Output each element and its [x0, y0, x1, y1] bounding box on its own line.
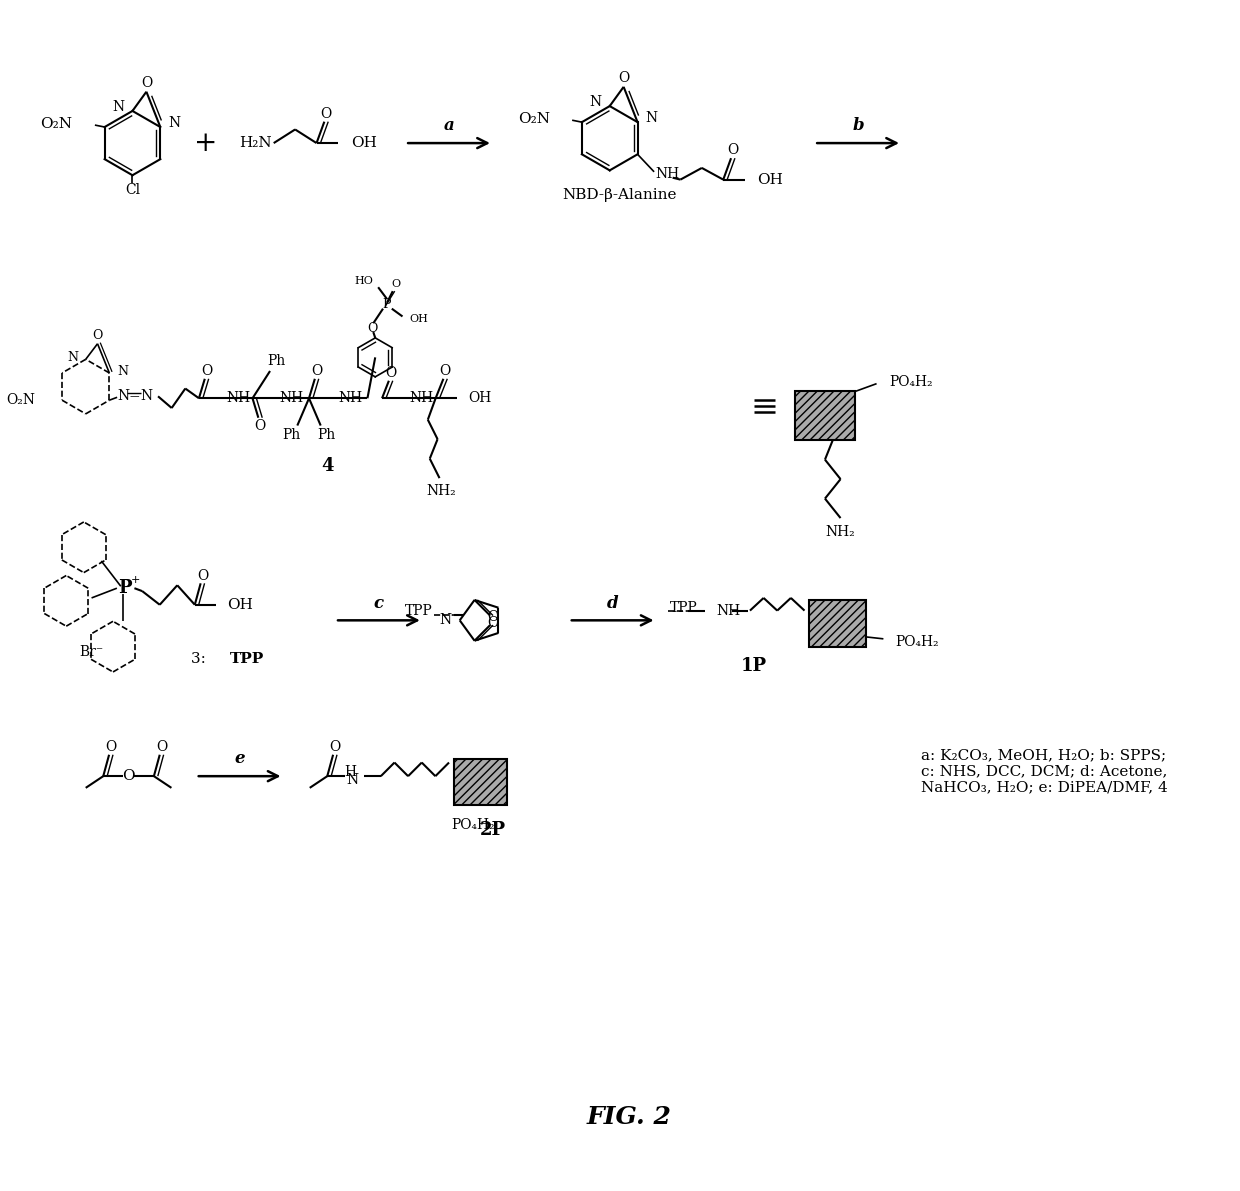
Text: N: N: [67, 351, 78, 364]
Text: =: =: [129, 389, 140, 404]
Text: N: N: [140, 389, 153, 404]
Text: OH: OH: [758, 173, 784, 187]
Text: O: O: [618, 71, 629, 85]
Text: PO₄H₂: PO₄H₂: [889, 375, 932, 388]
Text: N: N: [117, 389, 129, 404]
Text: N: N: [346, 773, 358, 787]
Text: OH: OH: [227, 598, 253, 612]
Text: +: +: [130, 575, 140, 586]
Text: O: O: [330, 740, 341, 754]
Text: H₂N: H₂N: [239, 136, 273, 150]
Text: NH: NH: [655, 167, 680, 181]
Text: d: d: [606, 594, 619, 611]
Text: Ph: Ph: [268, 354, 286, 368]
Text: O: O: [728, 143, 739, 157]
Text: N: N: [440, 613, 451, 628]
Text: b: b: [852, 118, 864, 135]
Text: O: O: [141, 76, 153, 91]
Bar: [795, 392, 856, 441]
Text: 2P: 2P: [480, 821, 506, 838]
Bar: [454, 759, 507, 805]
Text: PO₄H₂: PO₄H₂: [895, 635, 939, 649]
Text: 1P: 1P: [740, 657, 766, 675]
Text: O: O: [197, 568, 208, 582]
Text: H: H: [345, 766, 357, 779]
Text: NBD-β-Alanine: NBD-β-Alanine: [562, 188, 677, 201]
Text: a: K₂CO₃, MeOH, H₂O; b: SPPS;
c: NHS, DCC, DCM; d: Acetone,
NaHCO₃, H₂O; e: DiPE: a: K₂CO₃, MeOH, H₂O; b: SPPS; c: NHS, DC…: [921, 748, 1168, 794]
Text: O: O: [440, 364, 451, 378]
Text: Ph: Ph: [317, 429, 336, 442]
Text: c: c: [373, 594, 384, 611]
Text: O: O: [105, 740, 117, 754]
Text: NH₂: NH₂: [826, 525, 856, 538]
Text: TPP: TPP: [229, 653, 264, 666]
Text: Br⁻: Br⁻: [79, 646, 104, 660]
Text: N: N: [169, 117, 180, 130]
Text: a: a: [444, 118, 454, 135]
Text: 4: 4: [321, 457, 334, 475]
Text: TPP: TPP: [670, 600, 698, 615]
Text: O: O: [123, 769, 135, 784]
Text: Cl: Cl: [125, 183, 140, 197]
Text: NH: NH: [339, 392, 362, 405]
Text: e: e: [234, 750, 246, 767]
Text: O: O: [386, 366, 397, 380]
Text: O: O: [487, 616, 498, 630]
Text: O: O: [311, 364, 322, 378]
Text: +: +: [193, 130, 217, 156]
Bar: [810, 600, 866, 647]
Text: NH: NH: [409, 392, 434, 405]
Text: HO: HO: [355, 276, 373, 286]
Text: O₂N: O₂N: [6, 393, 35, 407]
Text: O: O: [321, 107, 332, 120]
Text: NH: NH: [717, 604, 742, 618]
Text: N: N: [645, 111, 657, 125]
Text: OH: OH: [351, 136, 377, 150]
Text: O₂N: O₂N: [41, 117, 72, 131]
Text: NH: NH: [226, 392, 250, 405]
Text: O: O: [92, 330, 103, 343]
Text: O: O: [487, 610, 498, 624]
Text: O: O: [156, 740, 167, 754]
Text: N: N: [113, 100, 125, 114]
Text: FIG. 2: FIG. 2: [587, 1105, 672, 1129]
Text: NH₂: NH₂: [427, 484, 456, 498]
Text: 3:: 3:: [191, 653, 211, 666]
Text: N: N: [117, 364, 128, 378]
Text: Ph: Ph: [283, 429, 300, 442]
Text: O: O: [254, 418, 265, 432]
Text: PO₄H₂: PO₄H₂: [451, 818, 495, 831]
Text: O: O: [201, 364, 212, 378]
Text: O: O: [391, 280, 401, 289]
Text: OH: OH: [409, 314, 428, 324]
Text: O: O: [367, 322, 377, 335]
Text: TPP: TPP: [404, 604, 433, 618]
Text: OH: OH: [467, 392, 491, 405]
Text: P: P: [383, 298, 391, 311]
Text: N: N: [590, 95, 601, 110]
Text: P: P: [118, 579, 131, 597]
Text: NH: NH: [280, 392, 304, 405]
Text: O₂N: O₂N: [518, 112, 549, 126]
